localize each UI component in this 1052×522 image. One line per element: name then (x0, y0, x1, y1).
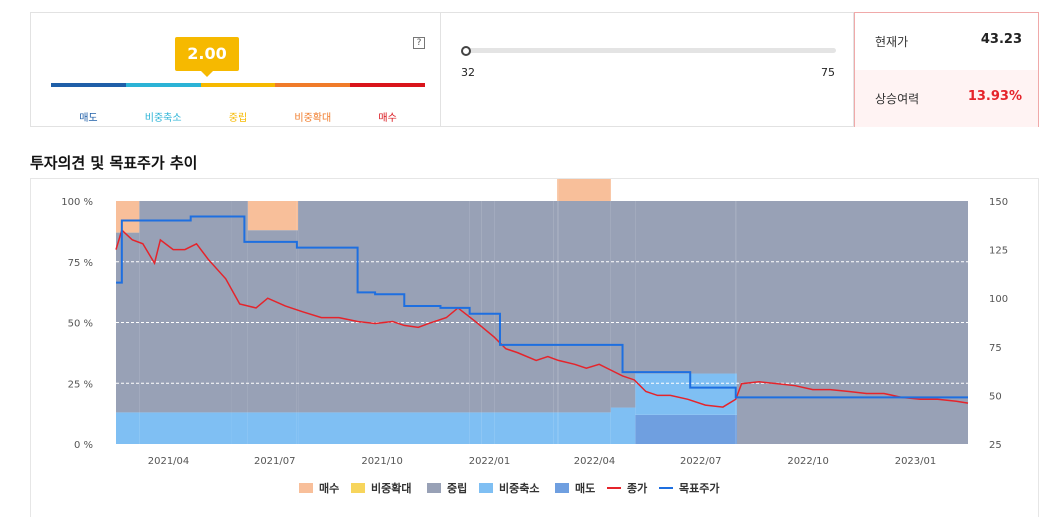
opinion-area-underweight (139, 412, 232, 444)
opinion-area-neutral (558, 201, 611, 413)
opinion-area-underweight (247, 412, 297, 444)
opinion-area-neutral (557, 201, 559, 413)
opinion-area-buy (296, 201, 299, 231)
opinion-area-neutral (247, 230, 297, 413)
opinion-area-neutral (494, 201, 554, 413)
opinion-area-underweight (481, 412, 495, 444)
price-panel: 현재가 43.23 상승여력 13.93% (854, 12, 1039, 127)
opinion-area-underweight (469, 412, 482, 444)
scale-label-sell: 매도 (79, 113, 98, 124)
scale-label-overweight: 비중확대 (294, 113, 332, 124)
opinion-area-buy (116, 201, 140, 233)
scale-label-underweight: 비중축소 (144, 113, 182, 124)
legend-target-label: 목표주가 (679, 481, 719, 495)
legend-buy-label: 매수 (319, 481, 339, 495)
target-range-knob[interactable] (461, 46, 471, 56)
section-title: 투자의견 및 목표주가 추이 (30, 154, 198, 172)
opinion-area-neutral (469, 201, 482, 413)
x-tick: 2023/01 (895, 456, 937, 467)
current-price-row: 현재가 43.23 (855, 13, 1038, 71)
current-price-label: 현재가 (875, 35, 909, 49)
y-left-tick: 25 % (68, 379, 93, 390)
opinion-area-buy (557, 169, 559, 201)
opinion-score-badge: 2.00 (175, 37, 239, 77)
y-right-tick: 75 (989, 343, 1002, 354)
opinion-area-neutral (481, 201, 495, 413)
opinion-panel: 2.00 ? 매도 비중축소 중립 비중확대 매수 (30, 12, 441, 127)
scale-segment-neutral (200, 83, 276, 87)
scale-segment-sell (51, 83, 126, 87)
y-right-tick: 25 (989, 440, 1002, 451)
y-left-tick: 100 % (61, 197, 93, 208)
opinion-area-underweight (557, 412, 559, 444)
scale-label-buy: 매수 (378, 113, 397, 124)
legend-neutral-swatch (427, 483, 441, 493)
opinion-area-neutral (553, 201, 558, 413)
legend-overweight-label: 비중확대 (371, 481, 411, 495)
opinion-scale-labels: 매도 비중축소 중립 비중확대 매수 (51, 109, 425, 124)
opinion-area-underweight (296, 412, 299, 444)
y-left-tick: 50 % (68, 319, 93, 330)
scale-segment-buy (350, 83, 425, 87)
opinion-area-neutral (296, 230, 299, 413)
y-right-tick: 150 (989, 197, 1008, 208)
scale-segment-overweight (275, 83, 351, 87)
opinion-area-underweight (494, 412, 554, 444)
legend-neutral-label: 중립 (447, 482, 467, 495)
opinion-area-buy (247, 201, 297, 231)
opinion-area-underweight (610, 407, 636, 444)
legend-sell-label: 매도 (575, 481, 595, 495)
y-right-tick: 100 (989, 294, 1008, 305)
y-left-tick: 0 % (74, 440, 93, 451)
scale-label-neutral: 중립 (228, 113, 248, 124)
legend-overweight-swatch (351, 483, 365, 493)
current-price-value: 43.23 (980, 32, 1022, 47)
help-icon[interactable]: ? (413, 37, 425, 49)
opinion-target-chart: 100 % 75 % 50 % 25 % 0 % 150 125 100 75 50 25 2021/… (30, 169, 1039, 517)
target-range-max: 75 (821, 66, 835, 79)
upside-row: 상승여력 13.93% (855, 70, 1038, 127)
opinion-area-sell (735, 414, 737, 444)
x-tick: 2021/04 (148, 456, 190, 467)
opinion-area-underweight (298, 412, 470, 444)
target-price-line (116, 215, 968, 399)
legend-underweight-swatch (479, 483, 493, 493)
opinion-area-neutral (635, 201, 736, 374)
y-right-tick: 50 (989, 391, 1002, 402)
x-tick: 2021/07 (254, 456, 296, 467)
opinion-area-underweight (116, 412, 140, 444)
target-range-min: 32 (461, 66, 475, 79)
upside-label: 상승여력 (875, 92, 920, 106)
y-left-tick: 75 % (68, 258, 93, 269)
opinion-area-underweight (553, 412, 558, 444)
opinion-area-sell (635, 414, 736, 444)
opinion-area-underweight (635, 373, 736, 415)
x-tick: 2022/07 (680, 456, 722, 467)
x-tick: 2022/04 (574, 456, 616, 467)
target-range-track (463, 48, 836, 53)
opinion-area-neutral (139, 201, 232, 413)
chart-svg: 100 % 75 % 50 % 25 % 0 % 150 125 100 75 50 25 2021/… (61, 169, 1008, 495)
x-tick: 2022/01 (469, 456, 511, 467)
legend-buy-swatch (299, 483, 313, 493)
opinion-scale-bar (51, 83, 425, 87)
y-right-tick: 125 (989, 246, 1008, 257)
opinion-area-neutral (735, 201, 737, 374)
x-tick: 2021/10 (361, 456, 403, 467)
opinion-area-underweight (231, 412, 248, 444)
upside-value: 13.93% (967, 89, 1022, 104)
opinion-area-neutral (231, 201, 248, 413)
opinion-area-neutral (298, 201, 470, 413)
opinion-area-neutral (610, 201, 636, 408)
close-price-line (115, 228, 969, 408)
target-range-panel: 32 75 (441, 12, 854, 127)
legend-underweight-label: 비중축소 (499, 481, 539, 495)
legend-sell-swatch (555, 483, 569, 493)
legend-close-label: 종가 (627, 481, 647, 495)
opinion-area-buy (558, 169, 611, 201)
scale-segment-underweight (125, 83, 201, 87)
x-tick: 2022/10 (787, 456, 829, 467)
opinion-area-underweight (558, 412, 611, 444)
